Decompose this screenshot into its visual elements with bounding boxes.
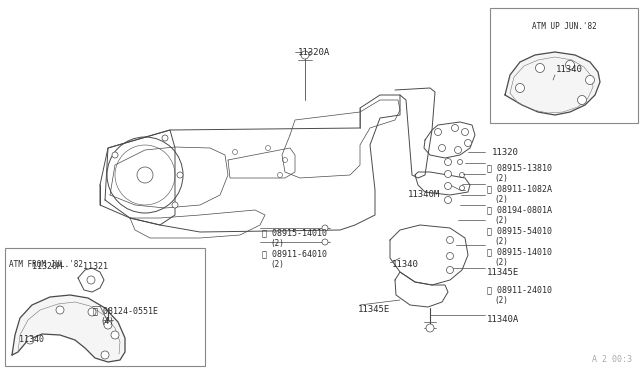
Polygon shape [12, 295, 125, 362]
Circle shape [445, 196, 451, 203]
Circle shape [447, 253, 454, 260]
Text: 11340M: 11340M [408, 190, 440, 199]
Circle shape [301, 51, 309, 59]
Circle shape [322, 239, 328, 245]
Text: (2): (2) [494, 216, 508, 225]
Circle shape [586, 76, 595, 84]
Circle shape [438, 144, 445, 151]
Circle shape [445, 170, 451, 177]
Circle shape [447, 266, 454, 273]
Text: ⓕ 08915-14010: ⓕ 08915-14010 [262, 228, 327, 237]
Text: 11345E: 11345E [487, 268, 519, 277]
Circle shape [322, 225, 328, 231]
Circle shape [447, 237, 454, 244]
Circle shape [445, 158, 451, 166]
Circle shape [451, 125, 458, 131]
Text: (2): (2) [494, 258, 508, 267]
Text: (4): (4) [100, 317, 114, 326]
Text: ⓕ 08915-54010: ⓕ 08915-54010 [487, 226, 552, 235]
Text: Ⓝ 08911-64010: Ⓝ 08911-64010 [262, 249, 327, 258]
Text: (2): (2) [270, 239, 284, 248]
Text: Ⓑ 08124-0551E: Ⓑ 08124-0551E [93, 306, 158, 315]
Text: (2): (2) [494, 237, 508, 246]
Circle shape [577, 96, 586, 105]
Circle shape [426, 324, 434, 332]
Circle shape [515, 83, 525, 93]
Circle shape [536, 64, 545, 73]
Text: (2): (2) [270, 260, 284, 269]
Text: (2): (2) [494, 195, 508, 204]
Text: 11345E: 11345E [358, 305, 390, 314]
Circle shape [88, 308, 96, 316]
Text: (2): (2) [494, 296, 508, 305]
Circle shape [101, 351, 109, 359]
Text: A 2 00:3: A 2 00:3 [592, 355, 632, 364]
Bar [490, 8, 638, 123]
Circle shape [172, 202, 178, 208]
Text: (2): (2) [494, 174, 508, 183]
Text: Ⓝ 08911-1082A: Ⓝ 08911-1082A [487, 184, 552, 193]
Text: Ⓝ 08911-24010: Ⓝ 08911-24010 [487, 285, 552, 294]
Circle shape [56, 306, 64, 314]
Circle shape [162, 135, 168, 141]
Text: 11340: 11340 [19, 335, 44, 344]
Text: 11340: 11340 [392, 260, 419, 269]
Circle shape [177, 172, 183, 178]
Circle shape [461, 128, 468, 135]
Text: 11340A: 11340A [487, 315, 519, 324]
Text: 11320: 11320 [492, 148, 519, 157]
Text: ATM FROM JUL.'82: ATM FROM JUL.'82 [9, 260, 83, 269]
Circle shape [454, 147, 461, 154]
Circle shape [435, 128, 442, 135]
Circle shape [112, 152, 118, 158]
Circle shape [111, 331, 119, 339]
Text: 11321: 11321 [83, 262, 108, 271]
Text: 11320M: 11320M [32, 262, 62, 271]
Text: ⓕ 08915-13810: ⓕ 08915-13810 [487, 163, 552, 172]
Circle shape [566, 61, 575, 70]
Polygon shape [505, 52, 600, 115]
Text: Ⓑ 08194-0801A: Ⓑ 08194-0801A [487, 205, 552, 214]
Bar [5, 248, 205, 366]
Circle shape [445, 183, 451, 189]
Text: ATM UP JUN.'82: ATM UP JUN.'82 [532, 22, 596, 31]
Text: 11320A: 11320A [298, 48, 330, 57]
Circle shape [104, 321, 112, 329]
Text: ⓕ 08915-14010: ⓕ 08915-14010 [487, 247, 552, 256]
Circle shape [137, 167, 153, 183]
Text: 11340: 11340 [556, 65, 583, 74]
Circle shape [465, 140, 472, 147]
Circle shape [26, 336, 34, 344]
